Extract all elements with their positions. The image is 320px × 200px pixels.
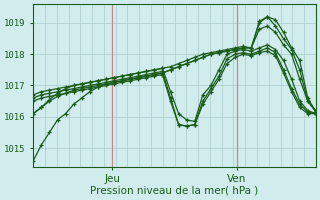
X-axis label: Pression niveau de la mer( hPa ): Pression niveau de la mer( hPa ) <box>91 186 259 196</box>
